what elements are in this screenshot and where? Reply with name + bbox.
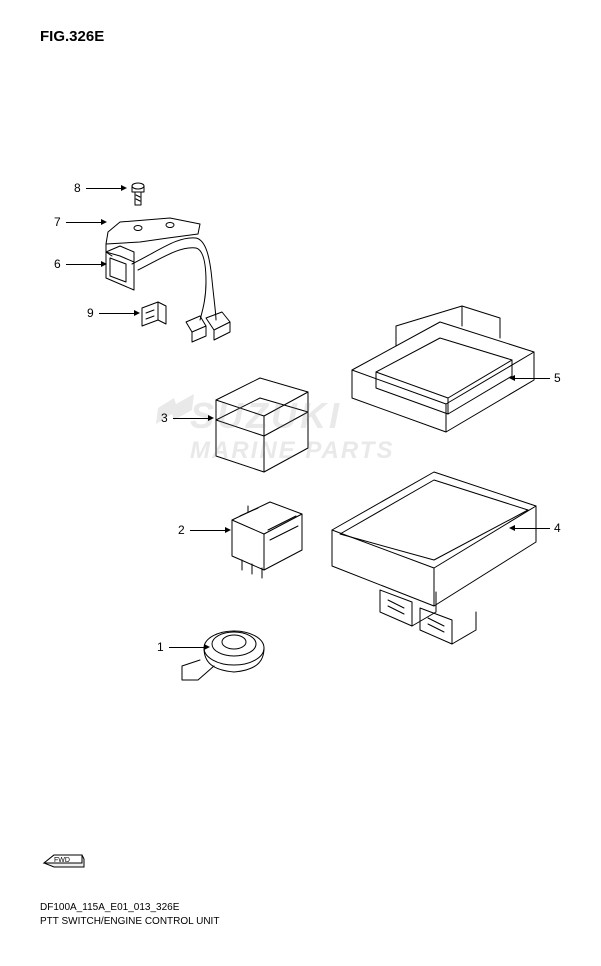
footer-diagram-title: PTT SWITCH/ENGINE CONTROL UNIT bbox=[40, 916, 219, 927]
parts-svg bbox=[0, 0, 601, 961]
callout-7: 7 bbox=[54, 215, 61, 229]
callout-leader-1 bbox=[169, 647, 205, 648]
callout-leader-3 bbox=[173, 418, 209, 419]
callout-arrow-1 bbox=[204, 644, 210, 650]
part-ecu bbox=[332, 472, 536, 644]
part-relay-cover bbox=[216, 378, 308, 472]
callout-leader-6 bbox=[66, 264, 102, 265]
callout-6: 6 bbox=[54, 257, 61, 271]
callout-leader-9 bbox=[99, 313, 135, 314]
callout-4: 4 bbox=[554, 521, 561, 535]
part-buzzer bbox=[182, 631, 264, 680]
footer-model-code: DF100A_115A_E01_013_326E bbox=[40, 902, 179, 913]
callout-arrow-8 bbox=[121, 185, 127, 191]
part-screw bbox=[132, 183, 144, 205]
callout-leader-4 bbox=[514, 528, 550, 529]
callout-8: 8 bbox=[74, 181, 81, 195]
callout-arrow-5 bbox=[509, 375, 515, 381]
callout-arrow-6 bbox=[101, 261, 107, 267]
exploded-diagram bbox=[0, 0, 601, 961]
part-relay bbox=[232, 502, 302, 578]
callout-arrow-7 bbox=[101, 219, 107, 225]
part-clamp bbox=[142, 302, 166, 326]
callout-5: 5 bbox=[554, 371, 561, 385]
part-ecu-cover bbox=[352, 306, 534, 432]
callout-leader-5 bbox=[514, 378, 550, 379]
callout-arrow-4 bbox=[509, 525, 515, 531]
callout-arrow-9 bbox=[134, 310, 140, 316]
callout-arrow-2 bbox=[225, 527, 231, 533]
callout-1: 1 bbox=[157, 640, 164, 654]
part-bracket bbox=[106, 218, 200, 256]
callout-2: 2 bbox=[178, 523, 185, 537]
fwd-direction-indicator: FWD bbox=[42, 849, 86, 871]
callout-3: 3 bbox=[161, 411, 168, 425]
part-ptt-switch bbox=[106, 238, 230, 342]
callout-leader-2 bbox=[190, 530, 226, 531]
callout-arrow-3 bbox=[208, 415, 214, 421]
callout-leader-8 bbox=[86, 188, 122, 189]
callout-leader-7 bbox=[66, 222, 102, 223]
fwd-label: FWD bbox=[54, 857, 70, 864]
callout-9: 9 bbox=[87, 306, 94, 320]
